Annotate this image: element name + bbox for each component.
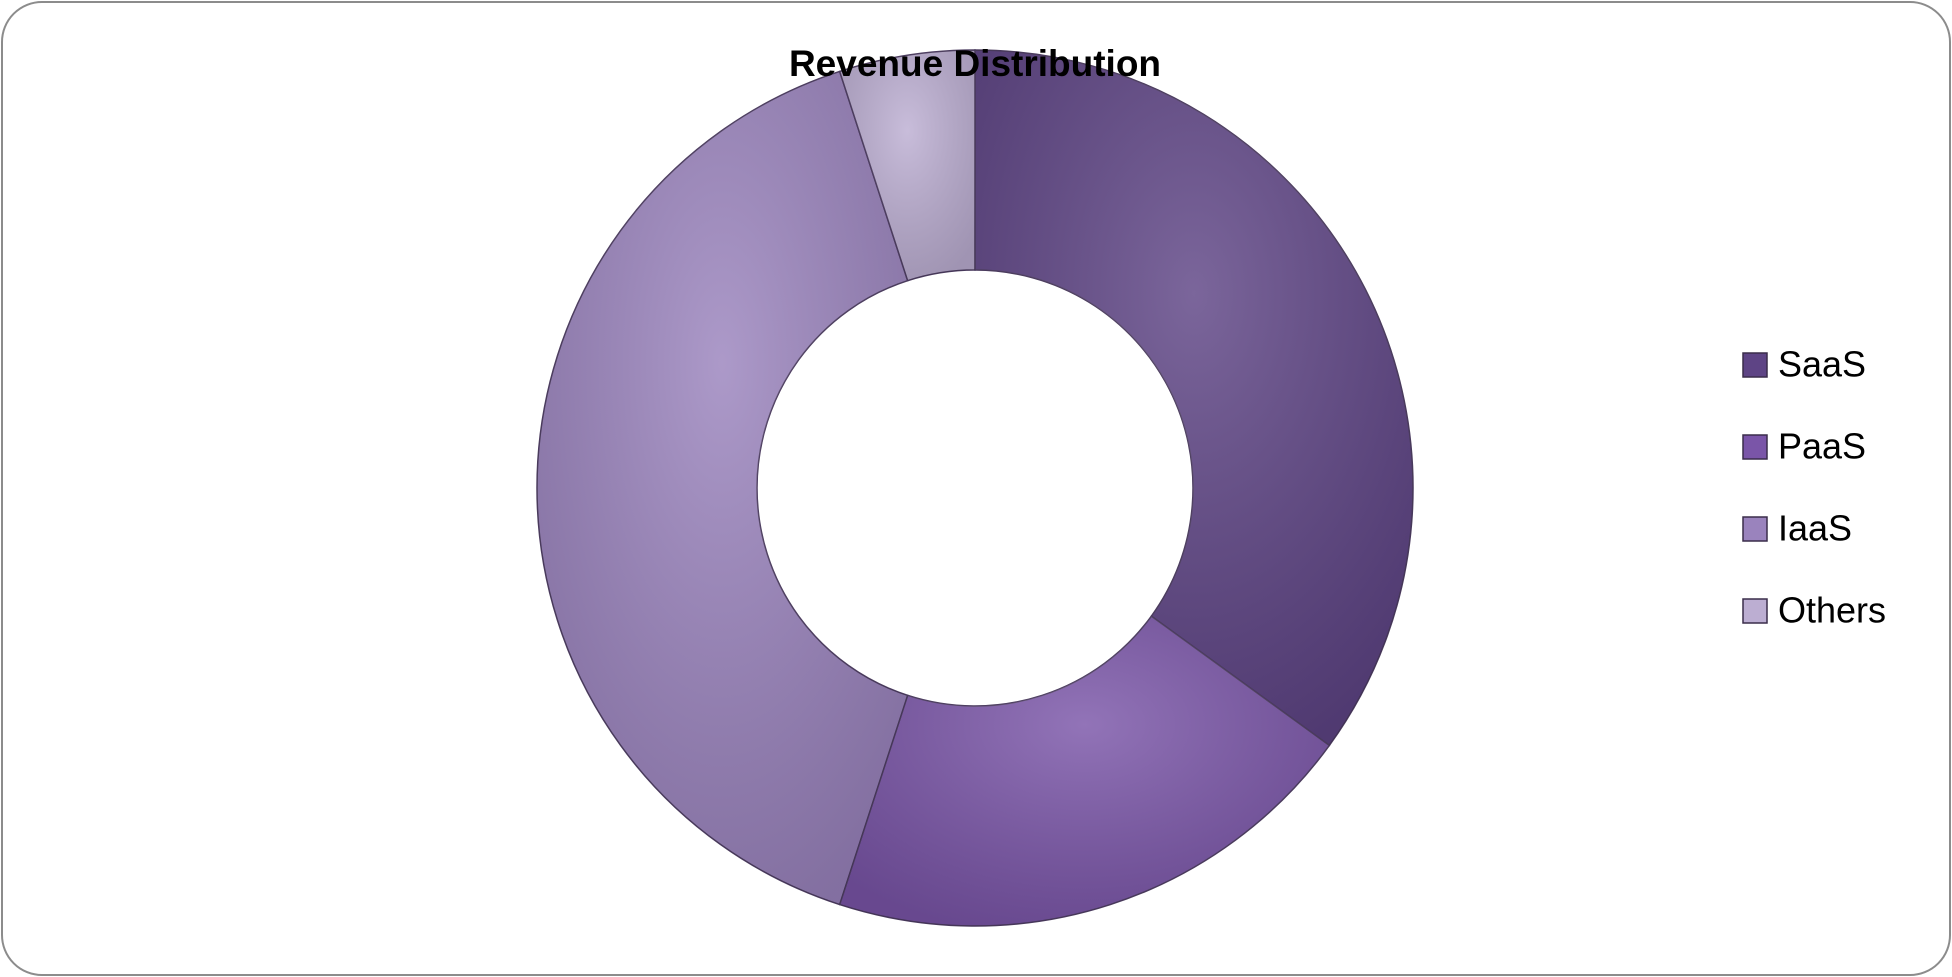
legend-swatch — [1742, 516, 1768, 542]
legend-swatch — [1742, 598, 1768, 624]
chart-title: Revenue Distribution — [789, 43, 1161, 84]
legend: SaaS PaaS IaaS Others — [1742, 344, 1886, 631]
legend-label: Others — [1778, 590, 1886, 631]
legend-swatch — [1742, 434, 1768, 460]
legend-label: SaaS — [1778, 344, 1866, 385]
legend-label: IaaS — [1778, 508, 1852, 549]
legend-swatch — [1742, 352, 1768, 378]
legend-label: PaaS — [1778, 426, 1866, 467]
